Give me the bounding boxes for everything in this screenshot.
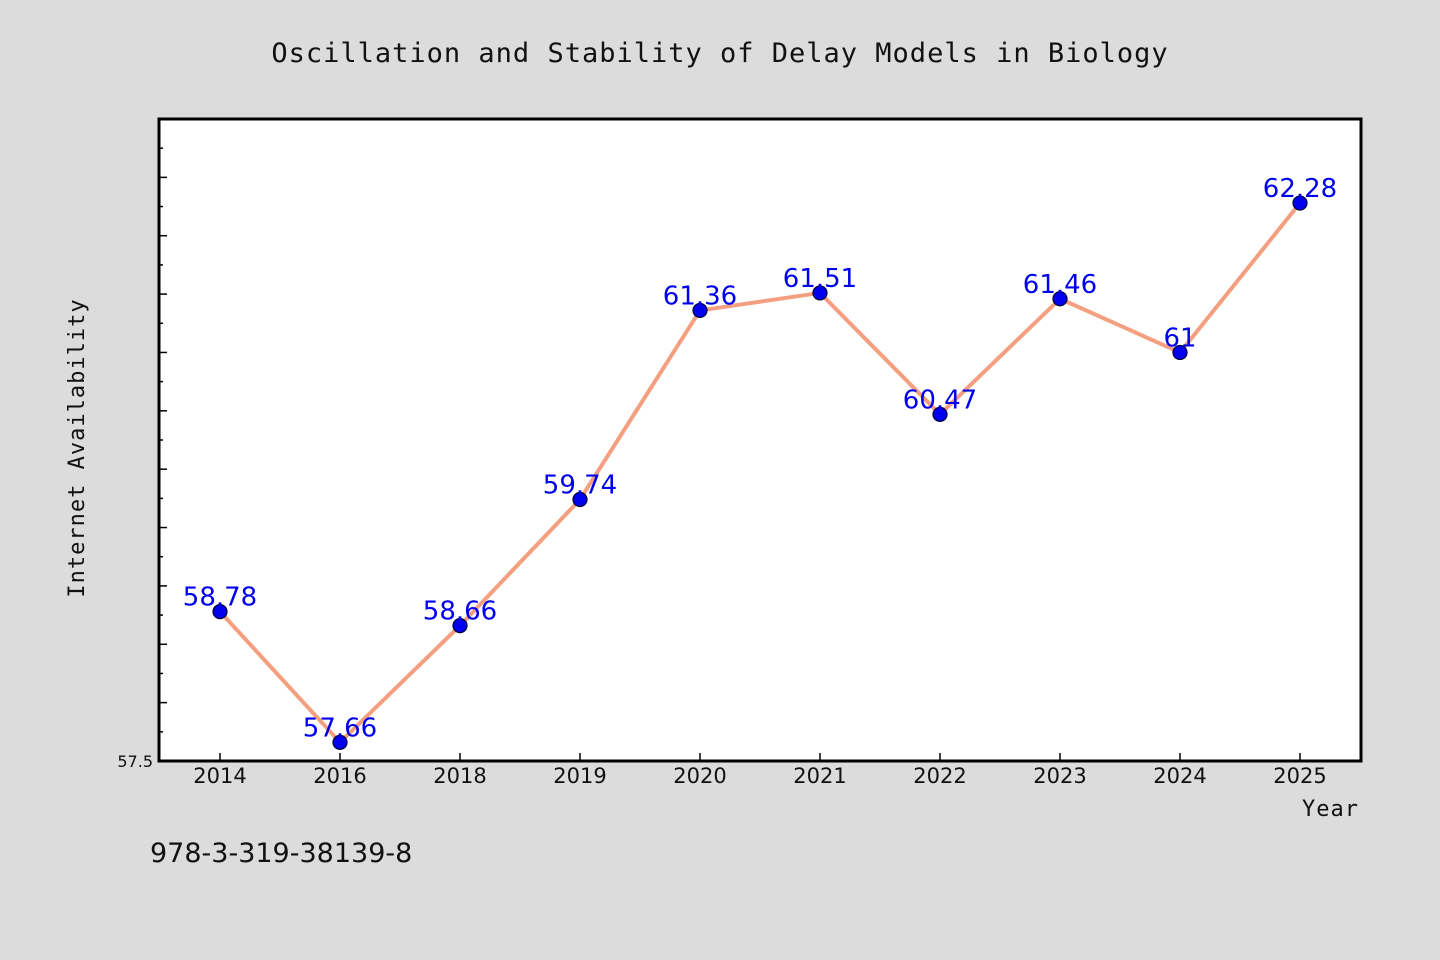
data-label: 57.66 [303,713,377,743]
x-tick-label: 2018 [433,764,486,788]
x-tick-label: 2024 [1153,764,1206,788]
data-label: 58.66 [423,597,497,627]
data-point [452,617,468,634]
y-axis-ticks [159,118,167,762]
x-tick-label: 2023 [1033,764,1086,788]
x-tick-label: 2022 [913,764,966,788]
data-point [1172,344,1188,361]
data-point [1052,291,1068,307]
data-label: 61.46 [1023,270,1097,300]
series-line [218,201,1302,745]
data-point [812,285,828,301]
x-tick-label: 2025 [1273,764,1326,788]
data-point [1292,195,1308,211]
data-point [932,406,948,422]
data-point [572,491,588,508]
x-axis-ticks: 2014 2016 2018 2019 2020 2021 2022 2023 2024 2025 [193,753,1327,788]
x-tick-label: 2019 [553,764,606,788]
x-tick-label: 2016 [313,764,366,788]
plot-area [157,117,1363,763]
data-label: 60.47 [903,385,977,415]
data-label: 58.78 [183,583,257,613]
x-tick-label: 2021 [793,764,846,788]
x-tick-label: 2014 [193,764,246,788]
data-label: 59.74 [543,471,617,501]
x-tick-label: 2020 [673,764,726,788]
isbn-annotation: 978-3-319-38139-8 [150,838,412,869]
chart-title: Oscillation and Stability of Delay Model… [271,38,1168,69]
data-label: 61.36 [663,281,737,311]
data-label: 62.28 [1263,174,1337,204]
series-layer [212,195,1308,750]
data-point [692,302,708,319]
data-label: 61 [1163,323,1196,353]
x-axis-label: Year [1302,797,1359,822]
data-label: 61.51 [783,264,857,294]
data-point [212,603,228,620]
y-tick-label-57.5: 57.5 [117,752,153,771]
data-labels: 58.78 57.66 58.66 59.74 61.36 61.51 60.47 61.46… [183,174,1337,743]
y-axis-label: Internet Availability [65,298,90,597]
data-point [332,734,348,750]
